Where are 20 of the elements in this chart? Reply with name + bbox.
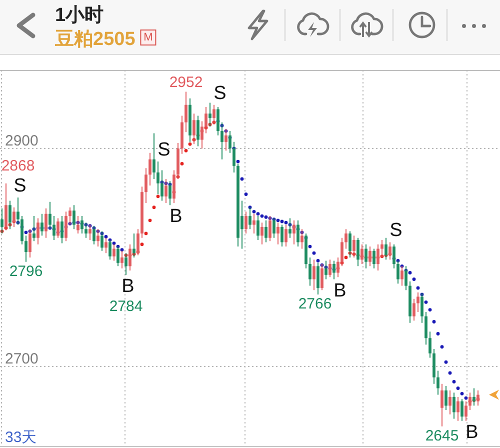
signal-label: B bbox=[122, 276, 134, 297]
note: 33天 bbox=[5, 429, 37, 446]
signal-label: S bbox=[390, 220, 402, 242]
y-tick-label: 2700 bbox=[5, 350, 38, 368]
signal-label: B bbox=[170, 206, 182, 228]
value-label: 2952 bbox=[169, 74, 203, 91]
title: 1小时 bbox=[55, 5, 104, 26]
value-label: 2784 bbox=[109, 298, 143, 315]
value-label: 2645 bbox=[425, 427, 459, 444]
signal-label: S bbox=[158, 140, 170, 161]
value-label: 2766 bbox=[298, 296, 332, 312]
y-tick-label: 2900 bbox=[5, 132, 38, 150]
value-label: 2868 bbox=[1, 158, 35, 175]
signal-label: S bbox=[214, 82, 226, 104]
subtitle: 豆粕2505 bbox=[55, 29, 136, 50]
signal-label: S bbox=[14, 176, 26, 197]
value-label: 2796 bbox=[9, 262, 43, 280]
badge-label: M bbox=[144, 32, 153, 44]
signal-label: B bbox=[334, 280, 346, 302]
signal-label: B bbox=[466, 422, 478, 443]
